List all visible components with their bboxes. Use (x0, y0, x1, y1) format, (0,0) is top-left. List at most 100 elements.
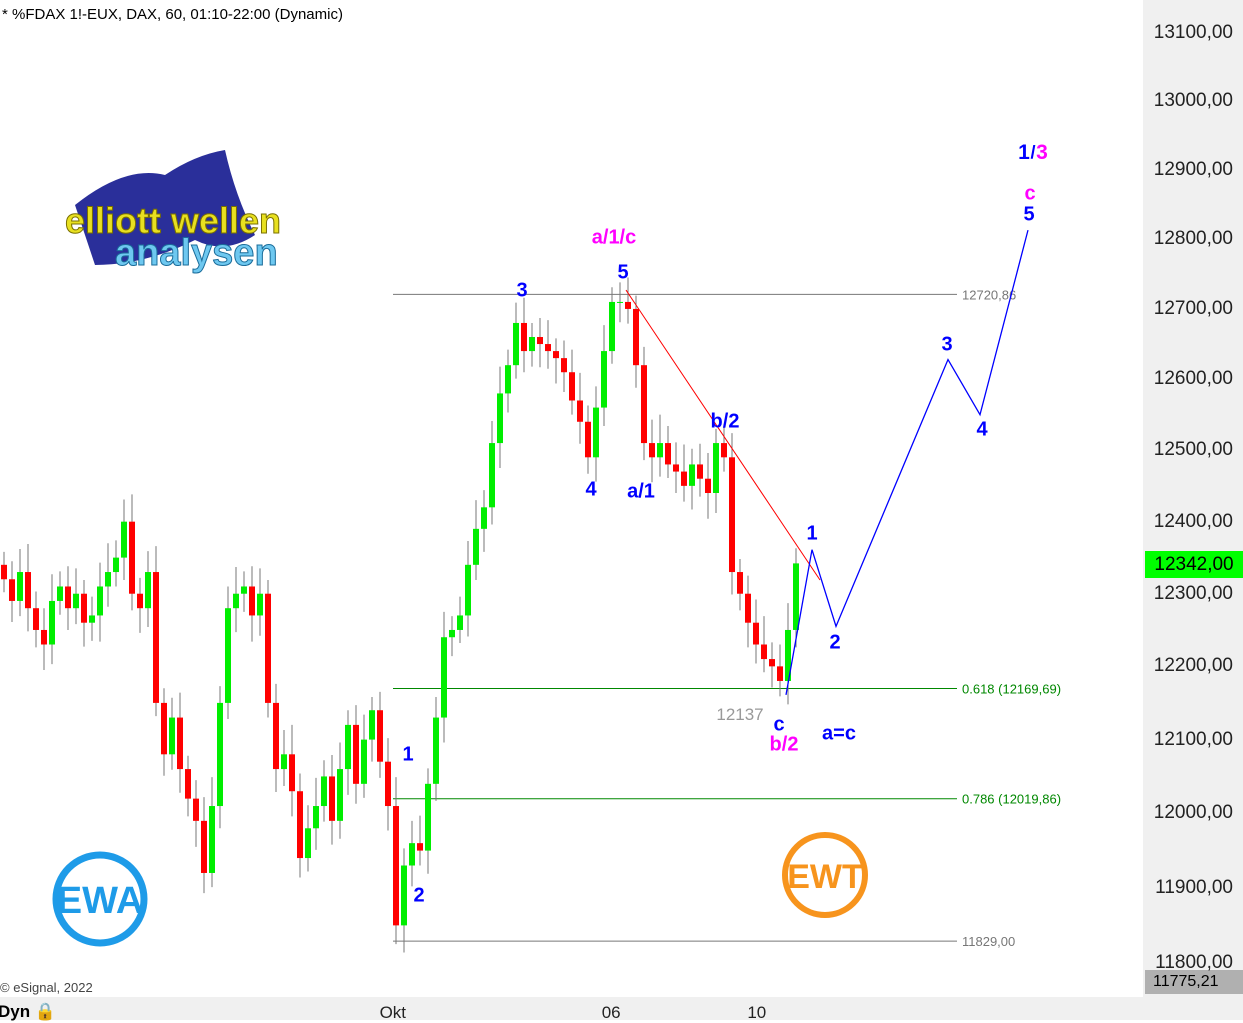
y-tick-label: 12700,00 (1153, 297, 1233, 319)
candle-body (473, 528, 479, 565)
y-tick-label: 12100,00 (1153, 728, 1233, 750)
y-tick-label: 12300,00 (1153, 582, 1233, 604)
candle-body (145, 572, 151, 609)
candle-body (553, 351, 559, 359)
candle-body (697, 464, 703, 479)
low-annotation: 12137 (716, 705, 764, 724)
candle-body (257, 593, 263, 616)
wave-label: 5 (1023, 203, 1035, 226)
svg-text:EWT: EWT (787, 858, 863, 896)
candle-body (97, 586, 103, 616)
candle-body (785, 629, 791, 681)
candle-body (201, 820, 207, 873)
candle-body (1, 564, 7, 580)
candle-body (289, 754, 295, 792)
candle-body (65, 586, 71, 609)
candle-body (273, 702, 279, 770)
candle-body (33, 608, 39, 630)
wave-label: 1 (806, 522, 818, 545)
ewa-logo: EWA (52, 851, 148, 947)
candle-body (513, 322, 519, 366)
wave-label: b/2 (710, 410, 740, 433)
svg-text:EWA: EWA (57, 880, 144, 922)
candle-body (777, 666, 783, 681)
wave-label: 3 (1036, 141, 1048, 164)
x-tick-label: 10 (747, 1003, 767, 1022)
wave-label: 3 (941, 333, 953, 356)
chart-title: * %FDAX 1!-EUX, DAX, 60, 01:10-22:00 (Dy… (2, 6, 343, 23)
candle-body (25, 572, 31, 609)
candle-body (665, 443, 671, 465)
candle-body (193, 798, 199, 821)
candle-body (169, 717, 175, 755)
candle-body (113, 557, 119, 573)
elliott-wellen-logo: elliott wellen analysen (65, 150, 282, 275)
wave-label: a/1/c (591, 226, 637, 249)
candle-body (753, 622, 759, 645)
y-tick-label: 13000,00 (1153, 90, 1233, 112)
candle-body (233, 593, 239, 609)
y-tick-label: 12900,00 (1153, 158, 1233, 180)
candle-body (521, 322, 527, 352)
price-axis[interactable] (1143, 0, 1243, 997)
candle-body (409, 843, 415, 866)
candle-body (569, 372, 575, 401)
candle-body (377, 710, 383, 762)
candle-body (353, 724, 359, 784)
time-axis[interactable] (0, 997, 1243, 1020)
projection-path (785, 229, 1029, 695)
wave-label: a=c (822, 722, 856, 745)
fib-level-label: 0.786 (12019,86) (962, 792, 1061, 807)
current-price-badge: 12342,00 (1145, 551, 1243, 578)
wave-label: 3 (516, 279, 528, 302)
candle-body (345, 724, 351, 770)
candle-body (417, 843, 423, 851)
axis-low-value: 11775,21 (1145, 970, 1243, 994)
dyn-label[interactable]: Dyn 🔒 (0, 1002, 56, 1022)
svg-text:analysen: analysen (115, 232, 278, 274)
candle-body (313, 806, 319, 829)
candle-body (625, 301, 631, 309)
candle-body (321, 776, 327, 807)
wave-label: c (773, 713, 785, 736)
y-tick-label: 12800,00 (1153, 228, 1233, 250)
candle-body (705, 478, 711, 494)
candle-body (745, 593, 751, 623)
candle-body (385, 761, 391, 807)
y-tick-label: 11900,00 (1155, 876, 1233, 898)
candle-body (105, 572, 111, 587)
candle-body (673, 464, 679, 472)
lock-icon[interactable]: 🔒 (34, 1002, 57, 1021)
wave-label: 5 (617, 261, 629, 284)
candle-body (457, 615, 463, 630)
wave-label: 2 (829, 631, 841, 654)
candle-body (433, 717, 439, 784)
candle-body (217, 702, 223, 807)
candle-body (529, 337, 535, 352)
candle-body (601, 351, 607, 408)
candle-body (593, 407, 599, 458)
dyn-text: Dyn (0, 1002, 31, 1021)
trendline (625, 289, 821, 581)
candle-body (137, 593, 143, 609)
candle-body (73, 593, 79, 609)
wave-label: / (1030, 142, 1036, 163)
y-tick-label: 12000,00 (1153, 802, 1233, 824)
y-tick-label: 13100,00 (1153, 22, 1233, 43)
candle-body (505, 365, 511, 394)
candle-body (761, 644, 767, 660)
ewt-logo: EWT (782, 832, 868, 918)
candle-body (537, 337, 543, 345)
candle-body (121, 521, 127, 558)
candle-body (465, 564, 471, 616)
candle-body (561, 358, 567, 373)
candle-body (649, 443, 655, 458)
candle-body (401, 865, 407, 926)
candle-body (497, 393, 503, 444)
candle-body (265, 593, 271, 703)
chart-canvas[interactable]: 12720,86 0.618 (12169,69) 0.786 (12019,86)… (0, 0, 1143, 997)
wave-label: 1 (1018, 141, 1030, 164)
candle-body (249, 586, 255, 616)
candle-body (177, 717, 183, 770)
candle-body (209, 806, 215, 873)
